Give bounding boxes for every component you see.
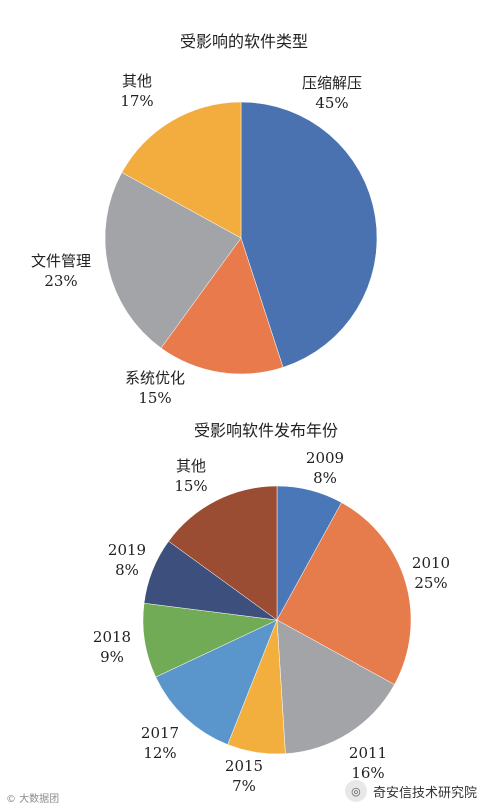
slice-percent-label: 16% <box>351 764 384 782</box>
slice-percent-label: 25% <box>414 574 447 592</box>
slice-label: 2011 <box>349 744 387 762</box>
slice-label: 其他 <box>176 457 206 475</box>
slice-percent-label: 8% <box>115 561 139 579</box>
slice-label: 2019 <box>108 541 146 559</box>
slice-label: 2017 <box>141 724 179 742</box>
wechat-icon: ◎ <box>344 780 367 802</box>
slice-label: 文件管理 <box>31 252 91 270</box>
slice-percent-label: 15% <box>174 477 207 495</box>
slice-percent-label: 7% <box>232 777 256 795</box>
watermark-left: © 大数据团 <box>6 794 60 805</box>
pie-slice <box>276 502 412 685</box>
chart-title: 受影响的软件类型 <box>180 32 308 51</box>
slice-label: 2015 <box>225 757 263 775</box>
slice-label: 2009 <box>306 449 344 467</box>
pie-slice <box>160 237 284 375</box>
pie-slice <box>121 101 242 239</box>
slice-label: 2010 <box>412 554 450 572</box>
pie-slice <box>276 619 395 755</box>
slice-percent-label: 23% <box>44 272 77 290</box>
slice-percent-label: 12% <box>143 744 176 762</box>
pie-slice <box>104 172 242 349</box>
slice-label: 其他 <box>122 72 152 90</box>
slice-label: 压缩解压 <box>302 74 362 92</box>
slice-percent-label: 8% <box>313 469 337 487</box>
pie-slice <box>155 619 278 745</box>
chart-title: 受影响软件发布年份 <box>194 421 338 440</box>
slice-percent-label: 45% <box>315 94 348 112</box>
slice-label: 系统优化 <box>125 369 185 387</box>
slice-percent-label: 17% <box>120 92 153 110</box>
pie-slice <box>240 101 378 368</box>
slice-label: 2018 <box>93 628 131 646</box>
watermark-right: ◎ 奇安信技术研究院 <box>344 780 477 802</box>
slice-percent-label: 9% <box>100 648 124 666</box>
pie-slice <box>168 485 278 621</box>
slice-percent-label: 15% <box>138 389 171 407</box>
watermark-right-label: 奇安信技术研究院 <box>372 785 477 801</box>
